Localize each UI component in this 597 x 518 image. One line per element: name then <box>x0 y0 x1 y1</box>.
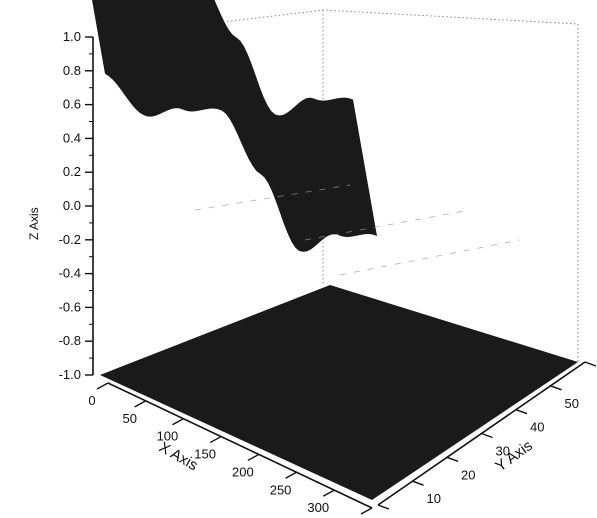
x-tick-label: 150 <box>194 447 216 462</box>
y-tick-label: 20 <box>461 467 475 482</box>
tick-labels: 1.0 0.8 0.6 0.4 0.2 0.0 -0.2 -0.4 -0.6 -0.8 -1.0 0 5… <box>59 29 579 518</box>
x-tick-6 <box>322 489 335 497</box>
x-tick-label: 200 <box>232 464 254 479</box>
y-tick-label: 50 <box>565 396 579 411</box>
x-axis-line <box>107 382 373 509</box>
axes <box>85 36 597 515</box>
z-axis-title: Z Axis <box>27 207 41 240</box>
y-tick-1 <box>412 480 424 486</box>
z-tick-label: -1.0 <box>59 367 81 382</box>
z-tick-label: 1.0 <box>63 29 81 44</box>
floor-plane <box>100 285 578 500</box>
x-tick-label: 50 <box>122 411 136 426</box>
y-tick-6 <box>584 361 597 367</box>
x-tick-label: 250 <box>270 482 292 497</box>
y-tick-label: 40 <box>530 420 544 435</box>
z-tick-label: 0.8 <box>63 63 81 78</box>
surface-polygon <box>92 0 377 252</box>
x-tick-label: 300 <box>307 500 329 515</box>
z-tick-label: 0.4 <box>63 130 81 145</box>
z-tick-label: -0.2 <box>59 232 81 247</box>
x-tick-3 <box>209 435 222 444</box>
y-tick-5 <box>550 385 562 391</box>
z-tick-label: -0.4 <box>59 266 81 281</box>
y-tick-3 <box>481 432 493 439</box>
floor-polygon <box>100 285 578 500</box>
y-tick-4 <box>515 409 528 415</box>
y-tick-label: 0 <box>392 515 399 518</box>
surface-plot <box>92 0 521 276</box>
y-tick-label: 10 <box>427 491 441 506</box>
surface-highlight-1 <box>194 184 351 211</box>
z-tick-label: -0.8 <box>59 333 81 348</box>
surface-highlight-3 <box>339 239 521 276</box>
z-tick-label: -0.6 <box>59 299 81 314</box>
x-tick-5 <box>285 471 297 479</box>
y-tick-label: 30 <box>496 444 510 459</box>
x-tick-7 <box>360 507 373 515</box>
x-tick-0 <box>96 382 109 390</box>
z-tick-label: 0.6 <box>63 97 81 112</box>
x-tick-1 <box>134 400 147 408</box>
x-tick-label: 100 <box>157 429 179 444</box>
z-tick-label: 0.2 <box>63 164 81 179</box>
x-tick-2 <box>172 418 184 426</box>
y-tick-2 <box>446 456 459 462</box>
z-tick-label: 0.0 <box>63 198 81 213</box>
y-tick-0 <box>377 504 390 510</box>
x-axis-title: X Axis <box>156 439 201 475</box>
x-tick-label: 0 <box>88 393 95 408</box>
x-tick-4 <box>247 453 260 462</box>
